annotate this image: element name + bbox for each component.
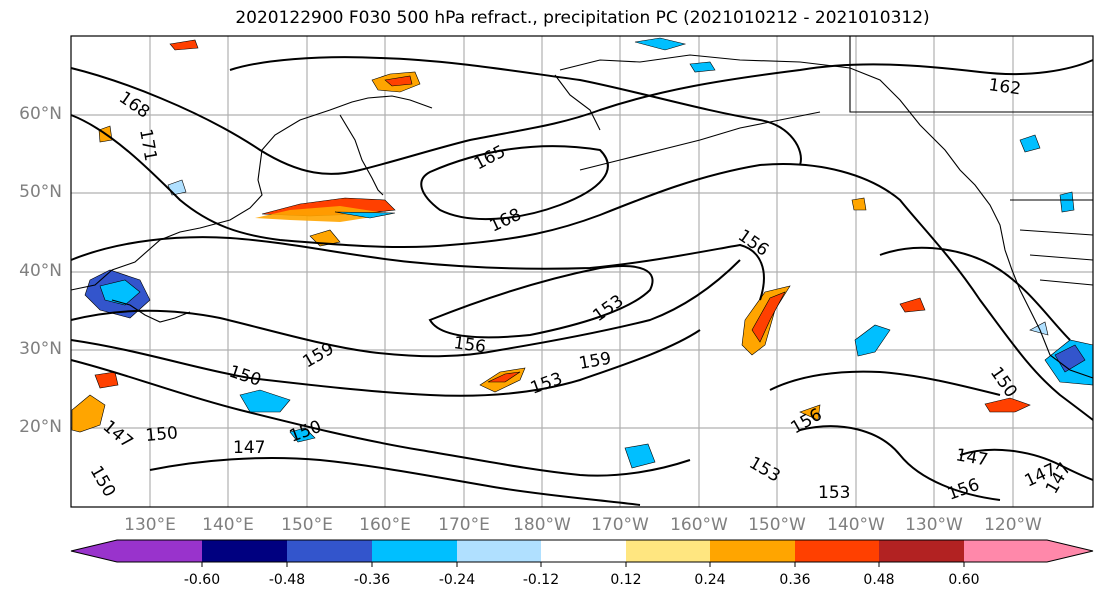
precip-patch xyxy=(239,389,291,413)
precip-patch xyxy=(634,37,687,51)
colorbar-tick-label: 0.24 xyxy=(694,572,726,588)
colorbar-bin xyxy=(457,540,541,562)
colorbar-tick-label: 0.48 xyxy=(863,572,895,588)
precip-patch xyxy=(854,324,891,357)
contour-line xyxy=(70,59,1094,175)
contour-line xyxy=(799,425,1001,501)
border-canada xyxy=(849,36,1093,113)
contour-label: 147 xyxy=(233,438,265,458)
lon-label-160w: 160°W xyxy=(670,515,728,535)
colorbar-tick-label: 0.12 xyxy=(610,572,642,588)
lat-label-30n: 30°N xyxy=(19,339,62,359)
precip-patches xyxy=(71,37,1094,469)
border-us2 xyxy=(1019,229,1094,286)
coastline-asia xyxy=(70,95,433,291)
lon-label-140w: 140°W xyxy=(827,515,885,535)
contour-line xyxy=(70,329,701,397)
lon-label-160e: 160°E xyxy=(359,515,411,535)
colorbar-tick-label: -0.60 xyxy=(183,572,221,588)
contour-line xyxy=(769,370,1001,396)
colorbar-outline xyxy=(70,539,1094,563)
lon-label-150e: 150°E xyxy=(281,515,333,535)
contour-line xyxy=(428,265,654,339)
colorbar-extend-high xyxy=(1047,540,1093,562)
colorbar-tick-label: -0.36 xyxy=(353,572,391,588)
colorbar-bin xyxy=(879,540,964,562)
precip-patch xyxy=(384,75,413,87)
lon-label-140e: 140°E xyxy=(202,515,254,535)
colorbar-bin xyxy=(202,540,287,562)
contour-line xyxy=(229,56,802,166)
colorbar-bin xyxy=(541,540,626,562)
precip-patch xyxy=(899,297,926,313)
precip-patch xyxy=(1054,344,1086,373)
coastline-japan xyxy=(111,299,191,323)
contour-label: 156 xyxy=(452,333,487,357)
lon-label-180w: 180°W xyxy=(513,515,571,535)
contour-line xyxy=(879,246,1071,341)
map-title: 2020122900 F030 500 hPa refract., precip… xyxy=(235,8,930,28)
precip-patch xyxy=(94,371,119,389)
contour-line xyxy=(149,457,641,506)
precip-patch xyxy=(487,371,521,383)
colorbar-tick-label: -0.48 xyxy=(268,572,306,588)
precip-patch xyxy=(984,397,1031,413)
colorbar-bin xyxy=(287,540,372,562)
precip-patch xyxy=(255,206,392,222)
coastline-bering xyxy=(554,74,601,131)
precip-patch xyxy=(334,211,396,219)
colorbar-extend-low xyxy=(71,540,117,562)
precip-patch xyxy=(624,443,656,469)
contour-label: 150 xyxy=(145,423,179,446)
precip-patch xyxy=(169,39,199,51)
precip-patch xyxy=(99,279,141,306)
graticule xyxy=(71,36,1093,507)
precip-patch xyxy=(1059,191,1075,213)
precip-patch xyxy=(751,291,786,343)
lat-label-50n: 50°N xyxy=(19,182,62,202)
map-frame xyxy=(70,35,1094,508)
colorbar-bin xyxy=(964,540,1047,562)
lon-label-150w: 150°W xyxy=(748,515,806,535)
lon-label-170e: 170°E xyxy=(438,515,490,535)
coastline-aleutians xyxy=(579,111,821,171)
colorbar-bin xyxy=(710,540,795,562)
precip-patch xyxy=(851,197,867,211)
precip-patch xyxy=(289,427,316,443)
lon-label-120w: 120°W xyxy=(984,515,1042,535)
contour-line xyxy=(959,448,1094,481)
contours xyxy=(70,56,1094,506)
precip-patch xyxy=(71,394,106,433)
colorbar-tick-label: 0.60 xyxy=(948,572,980,588)
colorbar-bin xyxy=(626,540,710,562)
contour-line xyxy=(70,114,1094,421)
coastlines xyxy=(70,36,1094,379)
colorbar-bin xyxy=(372,540,457,562)
contour-line xyxy=(420,145,609,221)
colorbar-tick-label: 0.36 xyxy=(779,572,811,588)
lat-label-20n: 20°N xyxy=(19,417,62,437)
lon-label-130e: 130°E xyxy=(124,515,176,535)
contour-line xyxy=(70,236,765,301)
contour-line xyxy=(70,259,741,358)
colorbar-bin xyxy=(795,540,879,562)
lon-label-170w: 170°W xyxy=(591,515,649,535)
colorbar-bin xyxy=(117,540,202,562)
precip-patch xyxy=(799,404,821,421)
lat-label-40n: 40°N xyxy=(19,261,62,281)
precip-patch xyxy=(1019,134,1041,153)
contour-line xyxy=(70,359,691,477)
lat-label-60n: 60°N xyxy=(19,104,62,124)
contour-label: 162 xyxy=(987,75,1022,99)
precip-patch xyxy=(689,61,716,73)
lon-label-130w: 130°W xyxy=(905,515,963,535)
colorbar-tick-label: -0.24 xyxy=(438,572,476,588)
colorbar-tick-label: -0.12 xyxy=(522,572,560,588)
contour-label: 153 xyxy=(818,483,850,503)
coastline-alaska xyxy=(559,54,1094,379)
colorbar xyxy=(70,539,1094,567)
